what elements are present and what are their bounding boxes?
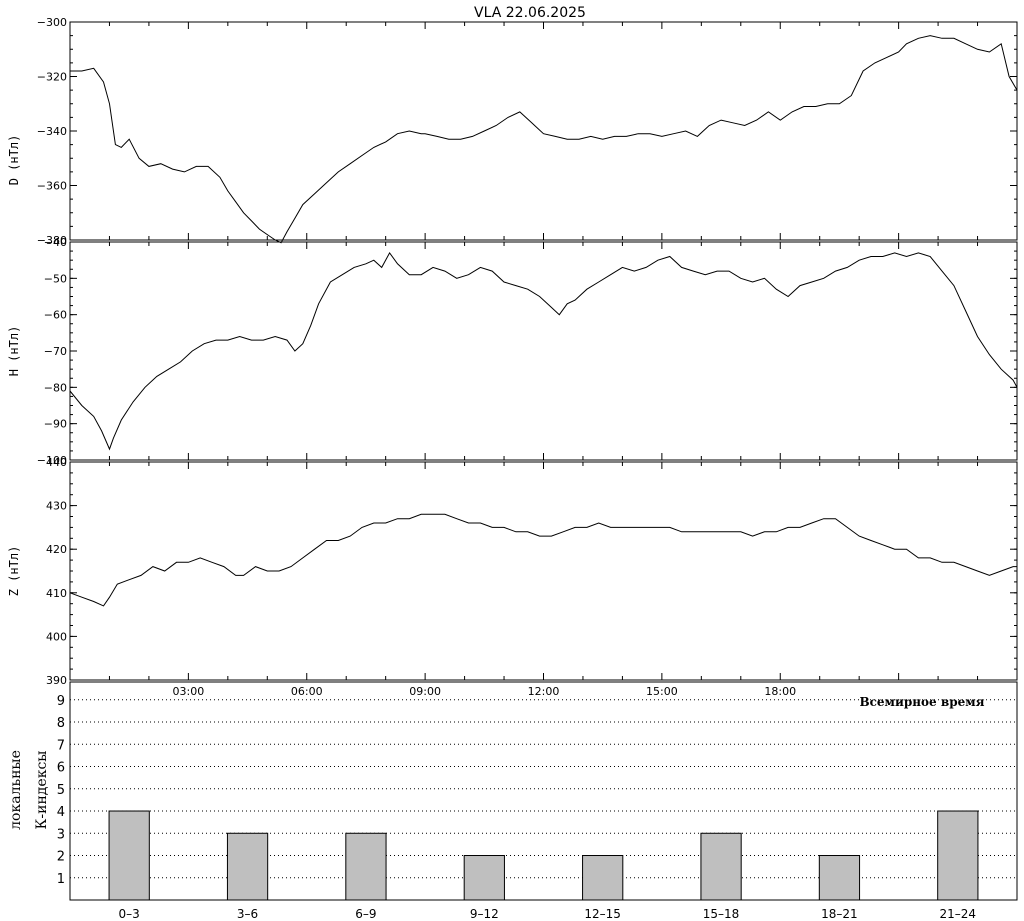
y-tick-label: 390 [46,674,67,687]
y-tick-label: 400 [46,630,67,643]
category-label: 18–21 [821,907,858,921]
y-tick-label: 3 [57,827,65,842]
y-tick-label: −100 [37,454,67,467]
y-tick-label: 430 [46,500,67,513]
y-tick-label: 1 [57,872,65,887]
ylabel-h: H (нТл) [7,326,21,377]
x-tick-label: 09:00 [409,685,441,698]
y-tick-label: −320 [37,71,67,84]
y-tick-label: −50 [44,272,67,285]
plot-frame [69,21,1018,241]
y-tick-label: 4 [57,805,65,820]
y-tick-label: −70 [44,345,67,358]
category-label: 21–24 [940,907,977,921]
series-line [69,251,1018,451]
y-tick-label: 8 [57,716,65,731]
x-tick-label: 03:00 [173,685,205,698]
y-tick-label: −80 [44,381,67,394]
x-tick-label: 12:00 [528,685,560,698]
plot-frame [69,681,1018,901]
y-tick-label: −360 [37,180,67,193]
category-label: 9–12 [470,907,499,921]
panel-z: 440 430 420 410 400 390 03:00 06:00 09:00 12:00 15… [46,456,1018,698]
y-tick-label: 7 [57,738,65,753]
plot-frame [69,461,1018,681]
k-index-bar [700,832,742,901]
ylabel-k-line2: К-индексы [34,751,50,830]
category-label: 12–15 [584,907,621,921]
plot-frame [69,241,1018,461]
panel-h: −40 −50 −60 −70 −80 −90 −100 [37,236,1018,467]
x-tick-label: 15:00 [646,685,678,698]
x-tick-label: 06:00 [291,685,323,698]
y-tick-label: 9 [57,694,65,709]
ylabel-k-line1: локальные [8,750,24,830]
y-tick-label: 5 [57,783,65,798]
y-tick-label: −340 [37,125,67,138]
y-tick-label: 420 [46,543,67,556]
k-index-bar [818,855,861,901]
y-tick-label: −60 [44,309,67,322]
panel-d: −300 −320 −340 −360 −380 [37,16,1018,247]
y-tick-label: 6 [57,761,65,776]
chart-title: VLA 22.06.2025 [474,5,586,21]
category-label: 15–18 [703,907,740,921]
k-index-bar [345,832,387,901]
category-label: 6–9 [355,907,376,921]
y-tick-label: −40 [44,236,67,249]
k-index-bar [582,855,624,901]
y-tick-label: −380 [37,234,67,247]
y-tick-label: −90 [44,418,67,431]
y-tick-label: −300 [37,16,67,29]
k-index-bar [937,810,979,901]
ylabel-d: D (нТл) [7,135,21,186]
xlabel-universal-time: Всемирное время [859,695,984,709]
category-label: 3–6 [237,907,258,921]
k-index-bar [463,855,505,901]
y-tick-label: 2 [57,850,65,865]
ylabel-z: Z (нТл) [7,546,21,597]
y-tick-label: 410 [46,587,67,600]
k-index-bar [226,832,269,901]
panel-k-index: 1 2 3 4 5 6 7 8 9 0–3 3–6 6–9 9–12 12–15 15–18 18–21 21–… [57,681,1018,921]
category-label: 0–3 [119,907,140,921]
k-index-bar [108,810,150,901]
series-line [69,513,1017,607]
x-tick-label: 18:00 [764,685,796,698]
y-tick-label: 440 [46,456,67,469]
series-line [70,35,1018,244]
